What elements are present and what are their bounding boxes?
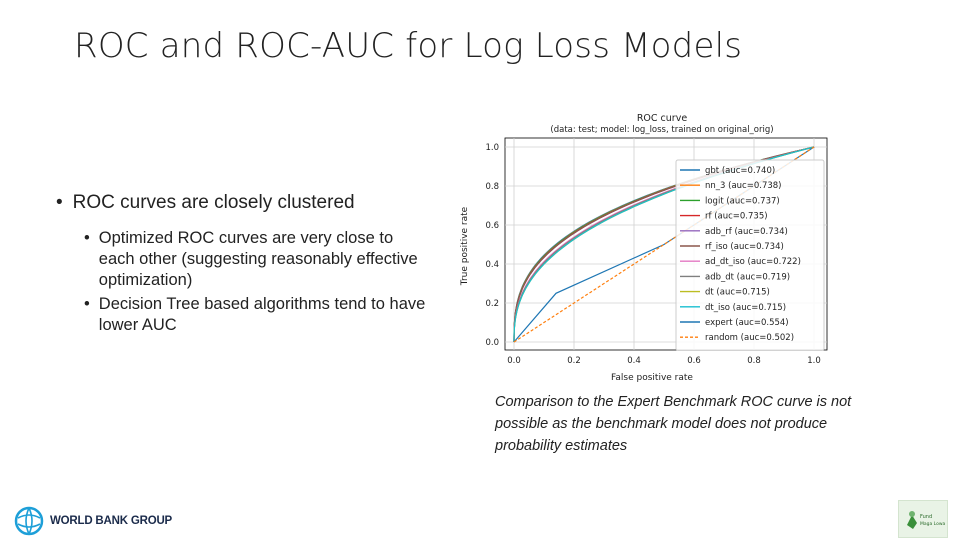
partner-logo-icon: Fund Maga Lowa (907, 511, 946, 529)
world-bank-logo: WORLD BANK GROUP (14, 506, 172, 536)
bullet-dot: • (84, 295, 90, 313)
bullet-main-text: ROC curves are closely clustered (72, 192, 355, 213)
legend-label: ad_dt_iso (auc=0.722) (705, 257, 801, 267)
legend-label: expert (auc=0.554) (705, 318, 789, 328)
y-tick-label: 0.6 (485, 221, 499, 231)
bullet-dot: • (84, 229, 90, 247)
sub-bullet-text: Optimized ROC curves are very close to e… (98, 229, 418, 289)
partner-logo-subtext: Maga Lowa (920, 521, 946, 527)
legend-label: random (auc=0.502) (705, 333, 794, 343)
x-tick-label: 0.8 (747, 356, 761, 366)
legend-label: rf (auc=0.735) (705, 212, 768, 222)
x-axis-label: False positive rate (611, 373, 693, 383)
y-tick-label: 1.0 (485, 143, 499, 153)
chart-subtitle: (data: test; model: log_loss, trained on… (550, 125, 773, 135)
partner-logo: Fund Maga Lowa (898, 500, 948, 538)
sub-bullet: • Optimized ROC curves are very close to… (84, 228, 426, 291)
y-tick-label: 0.0 (485, 338, 499, 348)
legend-label: dt_iso (auc=0.715) (705, 303, 786, 313)
x-tick-label: 0.2 (567, 356, 581, 366)
x-tick-label: 0.4 (627, 356, 641, 366)
chart-caption: Comparison to the Expert Benchmark ROC c… (495, 394, 852, 454)
roc-chart: ROC curve (data: test; model: log_loss, … (455, 104, 830, 390)
x-tick-label: 0.0 (507, 356, 521, 366)
chart-title: ROC curve (637, 113, 688, 124)
y-tick-label: 0.2 (485, 299, 499, 309)
bullet-dot: • (56, 192, 63, 213)
globe-icon (14, 506, 44, 536)
legend-label: rf_iso (auc=0.734) (705, 242, 784, 252)
world-bank-logo-text: WORLD BANK GROUP (50, 515, 173, 527)
sub-bullet-text: Decision Tree based algorithms tend to h… (98, 295, 426, 334)
y-tick-label: 0.4 (485, 260, 499, 270)
roc-chart-svg: ROC curve (data: test; model: log_loss, … (460, 113, 828, 383)
bullet-list: • ROC curves are closely clustered • Opt… (56, 192, 426, 339)
y-tick-label: 0.8 (485, 182, 499, 192)
x-tick-label: 1.0 (807, 356, 821, 366)
sub-bullet: • Decision Tree based algorithms tend to… (84, 294, 426, 336)
legend-box (675, 159, 825, 351)
y-axis-label: True positive rate (460, 206, 470, 286)
partner-logo-text: Fund (920, 514, 932, 520)
legend-label: nn_3 (auc=0.738) (705, 181, 782, 191)
legend-label: gbt (auc=0.740) (705, 166, 775, 176)
legend-label: logit (auc=0.737) (705, 196, 780, 206)
bullet-main: • ROC curves are closely clustered (56, 192, 426, 214)
legend-label: adb_dt (auc=0.719) (705, 272, 790, 282)
legend-label: adb_rf (auc=0.734) (705, 227, 788, 237)
legend-label: dt (auc=0.715) (705, 288, 770, 298)
x-tick-label: 0.6 (687, 356, 701, 366)
sub-bullet-list: • Optimized ROC curves are very close to… (84, 228, 426, 336)
slide-title: ROC and ROC-AUC for Log Loss Models (74, 26, 743, 66)
